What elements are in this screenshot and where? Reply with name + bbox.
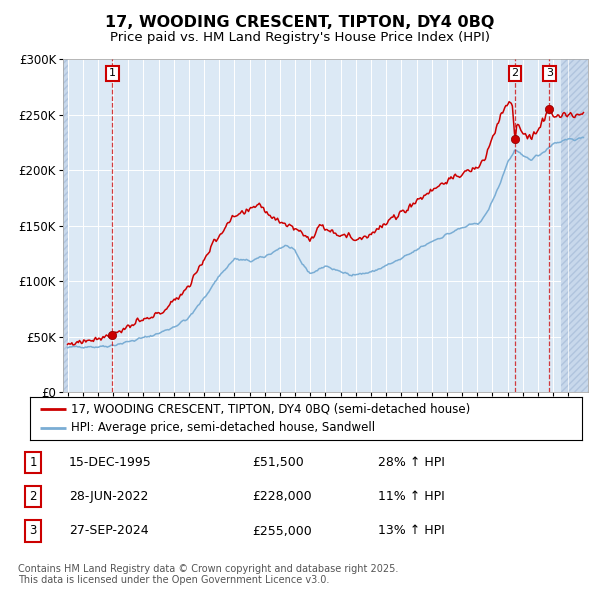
Text: £51,500: £51,500 [252, 456, 304, 469]
Text: 2: 2 [29, 490, 37, 503]
Text: 27-SEP-2024: 27-SEP-2024 [69, 525, 149, 537]
Bar [63, 59, 68, 392]
Text: 2: 2 [511, 68, 518, 78]
Text: 28% ↑ HPI: 28% ↑ HPI [378, 456, 445, 469]
Text: £228,000: £228,000 [252, 490, 311, 503]
Text: 17, WOODING CRESCENT, TIPTON, DY4 0BQ (semi-detached house): 17, WOODING CRESCENT, TIPTON, DY4 0BQ (s… [71, 402, 470, 415]
Text: 1: 1 [109, 68, 116, 78]
Text: 28-JUN-2022: 28-JUN-2022 [69, 490, 148, 503]
Text: 3: 3 [29, 525, 37, 537]
Bar [560, 59, 588, 392]
Text: 1: 1 [29, 456, 37, 469]
Text: 17, WOODING CRESCENT, TIPTON, DY4 0BQ: 17, WOODING CRESCENT, TIPTON, DY4 0BQ [106, 15, 494, 30]
Text: Price paid vs. HM Land Registry's House Price Index (HPI): Price paid vs. HM Land Registry's House … [110, 31, 490, 44]
Text: £255,000: £255,000 [252, 525, 312, 537]
Text: Contains HM Land Registry data © Crown copyright and database right 2025.
This d: Contains HM Land Registry data © Crown c… [18, 563, 398, 585]
Text: 13% ↑ HPI: 13% ↑ HPI [378, 525, 445, 537]
Text: 11% ↑ HPI: 11% ↑ HPI [378, 490, 445, 503]
Bar [63, 59, 68, 392]
Bar [560, 59, 588, 392]
Text: 15-DEC-1995: 15-DEC-1995 [69, 456, 152, 469]
Text: 3: 3 [546, 68, 553, 78]
Text: HPI: Average price, semi-detached house, Sandwell: HPI: Average price, semi-detached house,… [71, 421, 376, 434]
